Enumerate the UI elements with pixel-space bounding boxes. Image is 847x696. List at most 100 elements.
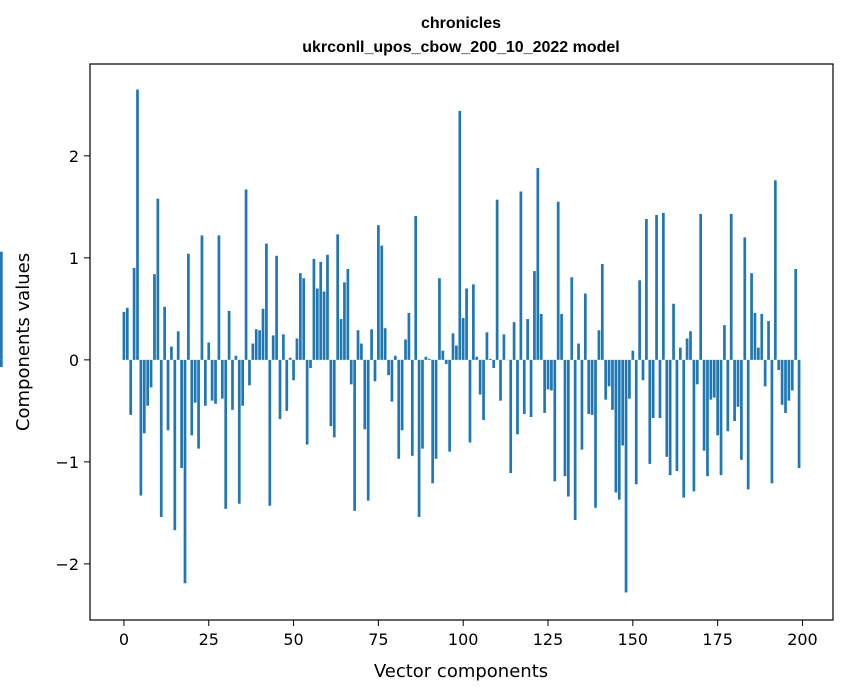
bar (193, 359, 197, 403)
bar (339, 319, 343, 360)
bar (488, 358, 492, 360)
x-tick-label: 25 (199, 630, 219, 649)
chart-title: chronicles (421, 15, 501, 32)
bar (689, 331, 692, 360)
bar (757, 347, 760, 360)
bar (244, 189, 248, 360)
bar (166, 359, 170, 431)
bar (139, 359, 143, 496)
bar (326, 254, 329, 360)
bar (393, 355, 397, 360)
bar (767, 321, 770, 360)
bar (383, 328, 387, 360)
bar (763, 359, 767, 387)
bar (356, 330, 360, 360)
x-tick-label: 200 (787, 630, 818, 649)
bar (634, 359, 638, 485)
bar (448, 359, 451, 452)
bar (220, 359, 224, 399)
bar (631, 350, 635, 360)
bar (234, 355, 238, 360)
bar (458, 110, 462, 360)
bar (580, 359, 584, 450)
bar (617, 359, 621, 500)
bar (366, 359, 370, 501)
bar (583, 293, 587, 360)
bar (648, 359, 652, 464)
bar (685, 338, 689, 360)
bar (322, 291, 326, 360)
bar (668, 359, 672, 476)
bar (258, 330, 261, 360)
bar (478, 359, 482, 395)
bar (645, 219, 648, 360)
bar (695, 359, 699, 385)
bar (153, 274, 156, 360)
bar (594, 359, 597, 508)
bar (305, 359, 309, 445)
bar (278, 359, 282, 420)
bar (380, 245, 384, 360)
bar (417, 359, 421, 517)
bar (672, 303, 675, 360)
bar (210, 359, 214, 401)
bar (604, 359, 608, 400)
bar (183, 359, 187, 584)
x-tick-label: 100 (448, 630, 479, 649)
bar (275, 255, 278, 360)
bar (662, 212, 665, 360)
bar (597, 330, 601, 360)
bar (461, 318, 465, 360)
bar (740, 359, 743, 460)
bar (265, 243, 268, 360)
bar (512, 322, 516, 360)
bar (746, 359, 750, 490)
bar (241, 359, 245, 406)
bar (533, 271, 536, 360)
bar (563, 359, 567, 477)
bar (424, 356, 428, 360)
bar (251, 343, 255, 360)
bar (343, 282, 346, 360)
bar (170, 346, 173, 360)
bar (526, 319, 530, 360)
y-tick-label: 0 (69, 351, 79, 370)
x-tick-label: 0 (119, 630, 129, 649)
bar (706, 359, 709, 477)
bar (794, 269, 798, 360)
bar (787, 359, 791, 401)
bar (302, 278, 306, 360)
bar (516, 359, 519, 435)
y-tick-label: −1 (55, 453, 79, 472)
bar (373, 359, 377, 382)
bar (197, 359, 200, 449)
bar (614, 359, 618, 493)
bar (288, 357, 292, 360)
chart-subtitle: ukrconll_upos_cbow_200_10_2022 model (302, 39, 619, 56)
bar (180, 359, 183, 468)
bar (750, 273, 753, 360)
bar (455, 345, 458, 360)
bar (176, 331, 180, 360)
bar (136, 89, 139, 360)
bar (760, 313, 764, 360)
bar (519, 191, 523, 360)
bar (577, 343, 580, 360)
bar (567, 359, 570, 497)
bar (414, 216, 418, 360)
bar (438, 278, 441, 360)
bar (665, 359, 669, 457)
bar (777, 359, 781, 371)
y-tick-label: 2 (69, 147, 79, 166)
x-tick-label: 150 (618, 630, 649, 649)
bar (132, 268, 136, 360)
bar (125, 307, 129, 360)
bar (522, 359, 526, 414)
y-tick-label: 1 (69, 249, 79, 268)
bar (539, 313, 543, 360)
bar (0, 359, 3, 367)
bar (421, 359, 424, 449)
bar (658, 359, 662, 418)
bar (716, 359, 719, 436)
bar (312, 258, 316, 360)
